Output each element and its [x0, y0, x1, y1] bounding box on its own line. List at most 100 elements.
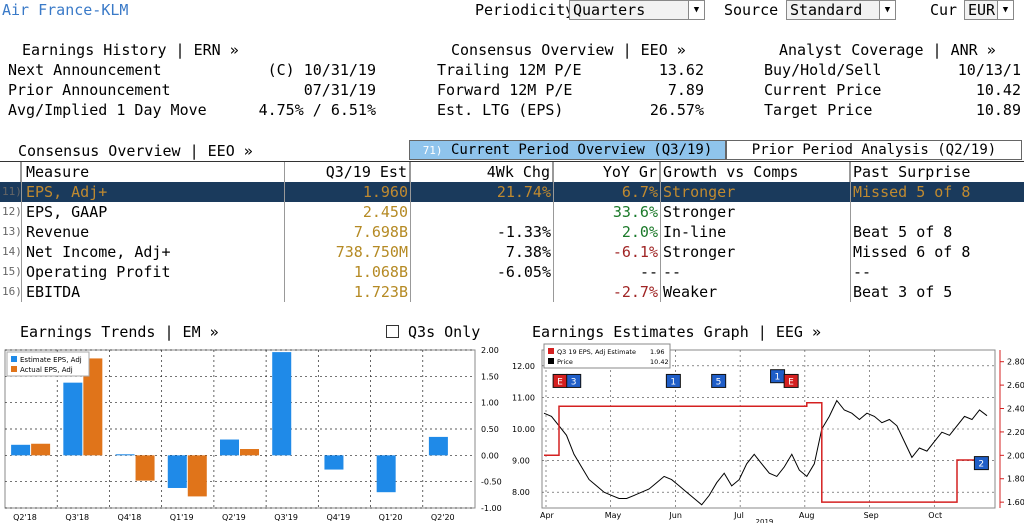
- legend-value: 1.96: [650, 348, 664, 356]
- bar-estimate: [220, 439, 239, 456]
- legend-box: [543, 343, 671, 369]
- tab-prior-period[interactable]: Prior Period Analysis (Q2/19): [726, 140, 1022, 160]
- source-select[interactable]: Standard ▼: [786, 0, 896, 20]
- tab-current-number: 71): [422, 144, 443, 157]
- event-marker: [566, 373, 582, 388]
- row-4wk-chg: 7.38%: [505, 243, 551, 261]
- row-index: 12): [2, 205, 22, 218]
- row-measure: EPS, GAAP: [26, 203, 108, 221]
- event-marker-label: 3: [571, 377, 577, 387]
- periodicity-label: Periodicity: [475, 1, 575, 19]
- ct-value-1: 7.89: [667, 81, 704, 99]
- row-estimate: 1.723B: [353, 283, 408, 301]
- eh-label-1: Prior Announcement: [8, 81, 171, 99]
- row-4wk-chg: -6.05%: [496, 263, 551, 281]
- row-surprise: Missed 5 of 8: [853, 183, 971, 201]
- col-measure[interactable]: Measure: [22, 162, 284, 182]
- table-divider: [850, 162, 851, 302]
- row-measure: Revenue: [26, 223, 90, 241]
- row-4wk-chg: 21.74%: [496, 183, 551, 201]
- row-estimate: 7.698B: [353, 223, 408, 241]
- consensus-top-title[interactable]: Consensus Overview | EEO »: [451, 41, 686, 59]
- bar-estimate: [63, 382, 83, 456]
- q3s-only-checkbox[interactable]: Q3s Only: [386, 323, 480, 341]
- row-estimate: 2.450: [362, 203, 408, 221]
- x-tick-label: Jun: [668, 511, 682, 520]
- row-surprise: --: [853, 263, 872, 281]
- row-yoy: 33.6%: [612, 203, 658, 221]
- analyst-title[interactable]: Analyst Coverage | ANR »: [779, 41, 996, 59]
- chevron-down-icon: ▼: [879, 1, 895, 19]
- eh-label-0: Next Announcement: [8, 61, 162, 79]
- y-tick-label: 2.00: [481, 346, 499, 355]
- earnings-trends-title[interactable]: Earnings Trends | EM »: [20, 323, 219, 341]
- table-row[interactable]: 11) EPS, Adj+ 1.960 21.74% 6.7% Stronger Misse…: [0, 182, 1024, 202]
- ct-label-1: Forward 12M P/E: [437, 81, 573, 99]
- col-surprise[interactable]: Past Surprise: [850, 162, 1024, 182]
- table-row[interactable]: 13) Revenue 7.698B -1.33% 2.0% In-line Beat 5 …: [0, 222, 1024, 242]
- ct-value-0: 13.62: [658, 61, 704, 79]
- x-tick-label: Apr: [540, 511, 555, 520]
- left-tick-label: 10.00: [512, 425, 535, 434]
- x-tick-label: Q2'20: [431, 513, 455, 522]
- row-growth: Stronger: [663, 203, 736, 221]
- estimate-line: [544, 401, 987, 503]
- price-line: [543, 399, 988, 506]
- row-4wk-chg: -1.33%: [496, 223, 551, 241]
- x-tick-label: Jul: [733, 511, 744, 520]
- table-row[interactable]: 16) EBITDA 1.723B -2.7% Weaker Beat 3 of 5: [0, 282, 1024, 302]
- row-yoy: -6.1%: [612, 243, 658, 261]
- earnings-trends-chart: 2.00 1.50 1.00 0.50 0.00 -0.50 -1.00 Q2'18 Q3'18…: [4, 346, 502, 522]
- an-value-0: 10/13/1: [957, 61, 1021, 79]
- eh-value-1: 07/31/19: [303, 81, 376, 99]
- an-value-2: 10.89: [975, 101, 1021, 119]
- row-surprise: [850, 202, 1024, 222]
- tab-prior-label: Prior Period Analysis (Q2/19): [751, 142, 997, 158]
- row-index: 15): [2, 265, 22, 278]
- legend-label: Price: [557, 358, 573, 366]
- table-row[interactable]: 12) EPS, GAAP 2.450 33.6% Stronger: [0, 202, 1024, 222]
- row-surprise: Missed 6 of 8: [853, 243, 971, 261]
- col-growth[interactable]: Growth vs Comps: [660, 162, 850, 182]
- row-surprise: Beat 5 of 8: [853, 223, 953, 241]
- tab-current-label: Current Period Overview (Q3/19): [451, 142, 713, 158]
- cur-label: Cur: [930, 1, 958, 19]
- x-tick-label: Sep: [864, 511, 879, 520]
- periodicity-select[interactable]: Quarters ▼: [569, 0, 705, 20]
- y-tick-label: 1.50: [481, 372, 499, 381]
- consensus-table-title[interactable]: Consensus Overview | EEO »: [18, 142, 253, 160]
- row-index: 13): [2, 225, 22, 238]
- legend-swatch: [11, 366, 17, 372]
- legend-label: Estimate EPS, Adj: [20, 356, 82, 364]
- left-tick-label: 8.00: [512, 488, 530, 497]
- event-marker: [973, 456, 989, 471]
- row-growth: Weaker: [663, 283, 718, 301]
- earnings-history-title[interactable]: Earnings History | ERN »: [22, 41, 239, 59]
- bar-estimate: [272, 352, 292, 456]
- table-row[interactable]: 14) Net Income, Adj+ 738.750M 7.38% -6.1% Str…: [0, 242, 1024, 262]
- eh-value-2: 4.75% / 6.51%: [258, 101, 376, 119]
- table-divider: [410, 162, 411, 302]
- an-label-0: Buy/Hold/Sell: [764, 61, 882, 79]
- y-tick-label: 0.00: [481, 451, 499, 460]
- table-header: Measure Q3/19 Est 4Wk Chg YoY Gr Growth …: [0, 162, 1024, 182]
- row-growth: Stronger: [663, 243, 736, 261]
- x-tick-label: Q2'18: [13, 513, 37, 522]
- right-tick-label: 2.60: [1007, 381, 1024, 390]
- row-growth: In-line: [663, 223, 727, 241]
- tab-current-period[interactable]: 71) Current Period Overview (Q3/19): [409, 140, 726, 160]
- legend-label: Q3 19 EPS, Adj Estimate: [557, 348, 636, 356]
- col-est[interactable]: Q3/19 Est: [284, 162, 410, 182]
- ct-value-2: 26.57%: [649, 101, 704, 119]
- col-4wk-chg[interactable]: 4Wk Chg: [410, 162, 553, 182]
- event-marker-label: 1: [775, 373, 781, 383]
- legend-label: Actual EPS, Adj: [20, 366, 73, 374]
- currency-select[interactable]: EUR ▼: [964, 0, 1014, 20]
- x-tick-label: Q1'20: [379, 513, 403, 522]
- right-tick-label: 2.80: [1007, 358, 1024, 367]
- col-yoy[interactable]: YoY Gr: [553, 162, 660, 182]
- table-row[interactable]: 15) Operating Profit 1.068B -6.05% -- -- --: [0, 262, 1024, 282]
- left-tick-label: 12.00: [512, 362, 535, 371]
- estimates-graph-title[interactable]: Earnings Estimates Graph | EEG »: [532, 323, 821, 341]
- bar-estimate: [11, 444, 31, 456]
